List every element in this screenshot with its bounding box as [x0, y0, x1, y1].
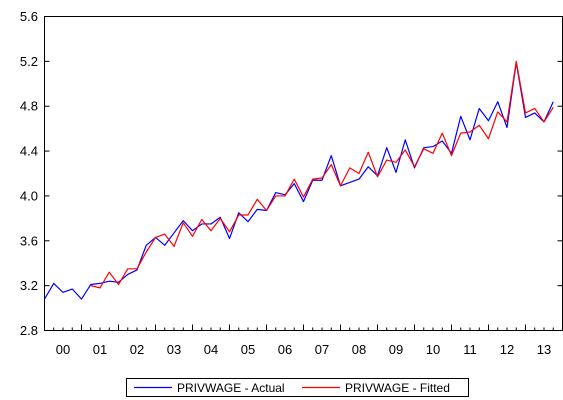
x-axis: 00 01 02 03 04 05 06 07 08 09 10 11 12 13: [44, 324, 563, 357]
series-layer: [43, 60, 554, 300]
y-tick-label: 3.2: [20, 278, 38, 293]
plot-frame: [44, 16, 563, 331]
x-tick-label: 11: [463, 342, 477, 357]
y-tick-label: 3.6: [20, 233, 38, 248]
x-tick-label: 05: [241, 342, 255, 357]
series-line-actual: [43, 61, 554, 300]
plot-area: [44, 16, 563, 331]
y-tick-label: 4.4: [20, 144, 38, 159]
y-tick-label: 5.2: [20, 54, 38, 69]
legend-box: [126, 378, 469, 397]
x-tick-label: 12: [500, 342, 514, 357]
x-tick-label: 00: [56, 342, 70, 357]
legend: PRIVWAGE - Actual PRIVWAGE - Fitted: [126, 378, 469, 397]
x-tick-label: 02: [130, 342, 144, 357]
x-tick-label: 09: [389, 342, 403, 357]
y-tick-label: 4.8: [20, 99, 38, 114]
legend-label-actual: PRIVWAGE - Actual: [177, 381, 285, 395]
y-axis: 2.8 3.2 3.6 4.0 4.4 4.8 5.2 5.6: [20, 9, 563, 338]
y-tick-label: 4.0: [20, 188, 38, 203]
x-tick-label: 08: [352, 342, 366, 357]
series-line-fitted: [90, 60, 554, 289]
x-tick-label: 07: [315, 342, 329, 357]
y-tick-label: 2.8: [20, 323, 38, 338]
y-tick-label: 5.6: [20, 9, 38, 24]
legend-label-fitted: PRIVWAGE - Fitted: [345, 381, 450, 395]
x-tick-label: 01: [93, 342, 107, 357]
x-tick-label: 13: [537, 342, 551, 357]
x-tick-label: 06: [278, 342, 292, 357]
x-tick-label: 03: [167, 342, 181, 357]
x-tick-label: 10: [426, 342, 440, 357]
x-tick-label: 04: [204, 342, 218, 357]
